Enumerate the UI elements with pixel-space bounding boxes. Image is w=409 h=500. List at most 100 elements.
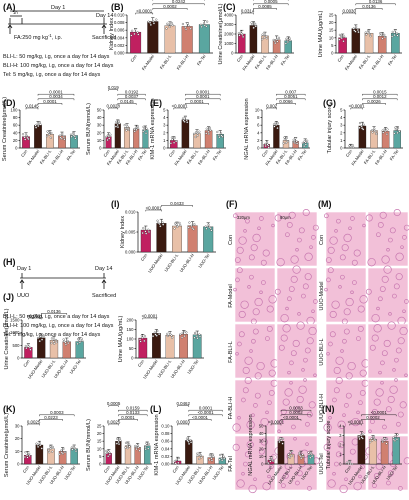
data-point [124, 446, 127, 449]
histology-image-low-mag [234, 323, 279, 380]
histology-row-label: FA-BLI-L [228, 341, 234, 363]
data-point [276, 40, 279, 43]
x-tick-label: FA-Tel [280, 54, 291, 67]
data-point [157, 221, 160, 224]
data-point [307, 453, 311, 456]
y-tick-label: 0 [17, 356, 20, 361]
significance-bracket [349, 423, 362, 426]
data-point [382, 32, 385, 35]
data-point [360, 125, 363, 128]
significance-bracket [280, 419, 302, 421]
bar [357, 435, 366, 465]
data-point [265, 141, 269, 144]
data-point [50, 337, 54, 340]
x-tick-label: Con [168, 148, 177, 158]
data-point [358, 126, 361, 129]
data-point [63, 451, 67, 454]
data-point [143, 335, 147, 338]
data-point [261, 33, 264, 36]
data-point [268, 458, 271, 461]
y-axis-label: Serum Creatinine(μmol/L) [2, 97, 8, 161]
uuo-arrow-icon [19, 279, 25, 289]
svg-text:FA:250 mg kg-1, i.p.: FA:250 mg kg-1, i.p. [14, 33, 63, 41]
data-point [189, 441, 193, 444]
data-point [287, 455, 291, 458]
y-axis-label: Urine Creatinine(μmol/L) [218, 3, 224, 64]
significance-bracket [185, 93, 221, 96]
data-point [209, 129, 212, 132]
data-point [77, 338, 80, 341]
data-point [347, 462, 350, 466]
data-point [242, 35, 245, 38]
data-point [23, 136, 26, 139]
y-axis-label: Serum BUN(mmol/L) [86, 419, 92, 471]
data-point [58, 453, 61, 456]
data-point [265, 35, 268, 38]
data-point [196, 454, 199, 457]
x-tick-label: Con [261, 148, 270, 158]
bar [34, 125, 42, 149]
data-point [272, 38, 275, 42]
data-point [274, 121, 277, 124]
data-point [116, 126, 120, 129]
data-point [343, 35, 346, 38]
data-point [348, 144, 351, 147]
significance-bracket [152, 3, 205, 6]
significance-bracket [342, 12, 357, 15]
data-point [218, 136, 221, 139]
x-tick-label: FA-Tel [65, 149, 76, 162]
data-point [198, 335, 202, 338]
bar [165, 335, 175, 359]
y-tick-label: 1000 [10, 330, 20, 335]
data-point [183, 335, 186, 338]
data-point [272, 123, 276, 126]
data-point [382, 131, 385, 134]
data-point [275, 38, 278, 41]
significance-bracket [152, 8, 188, 10]
data-point [347, 460, 351, 463]
data-point [145, 127, 148, 130]
histology-image-low-mag [324, 267, 368, 325]
y-tick-label: 0 [339, 462, 342, 467]
data-point [391, 30, 394, 33]
significance-bracket [161, 205, 193, 207]
y-tick-label: 0.008 [114, 20, 125, 25]
x-tick-label: Con [102, 148, 111, 158]
y-tick-label: 0 [99, 462, 102, 467]
data-point [128, 445, 131, 448]
data-point [147, 442, 150, 445]
x-tick-label: Con [103, 464, 112, 474]
y-tick-label: 4 [257, 130, 260, 135]
significance-bracket [280, 414, 312, 417]
panel-label-b: (B) [111, 2, 124, 12]
data-point [173, 460, 176, 463]
y-axis-label: Urine MAU(μg/mL) [118, 316, 124, 363]
significance-bracket [118, 419, 138, 421]
data-point [195, 335, 198, 338]
data-point [185, 119, 188, 122]
data-point [301, 141, 304, 145]
data-point [189, 439, 192, 442]
panel-a-timeline: (A) Day 1 Day 14 1h FA:250 mg kg-1, i.p.… [3, 2, 116, 78]
p-value-label: <0.0001 [27, 313, 44, 318]
data-point [361, 127, 364, 130]
data-point [154, 333, 157, 336]
y-tick-label: 200 [127, 318, 135, 323]
x-tick-label: Con [137, 358, 146, 368]
data-point [138, 338, 142, 341]
data-point [171, 24, 174, 27]
y-tick-label: 15 [97, 439, 102, 444]
data-point [285, 37, 288, 40]
data-point [293, 140, 296, 144]
x-tick-label: FA-Tel [212, 149, 223, 162]
significance-bracket [135, 12, 154, 15]
data-point [144, 448, 147, 451]
data-point [67, 342, 70, 345]
data-point [138, 449, 141, 452]
x-tick-label: Con [336, 53, 345, 63]
p-value-label: <0.0001 [146, 205, 163, 210]
y-tick-label: 0.006 [114, 28, 125, 33]
